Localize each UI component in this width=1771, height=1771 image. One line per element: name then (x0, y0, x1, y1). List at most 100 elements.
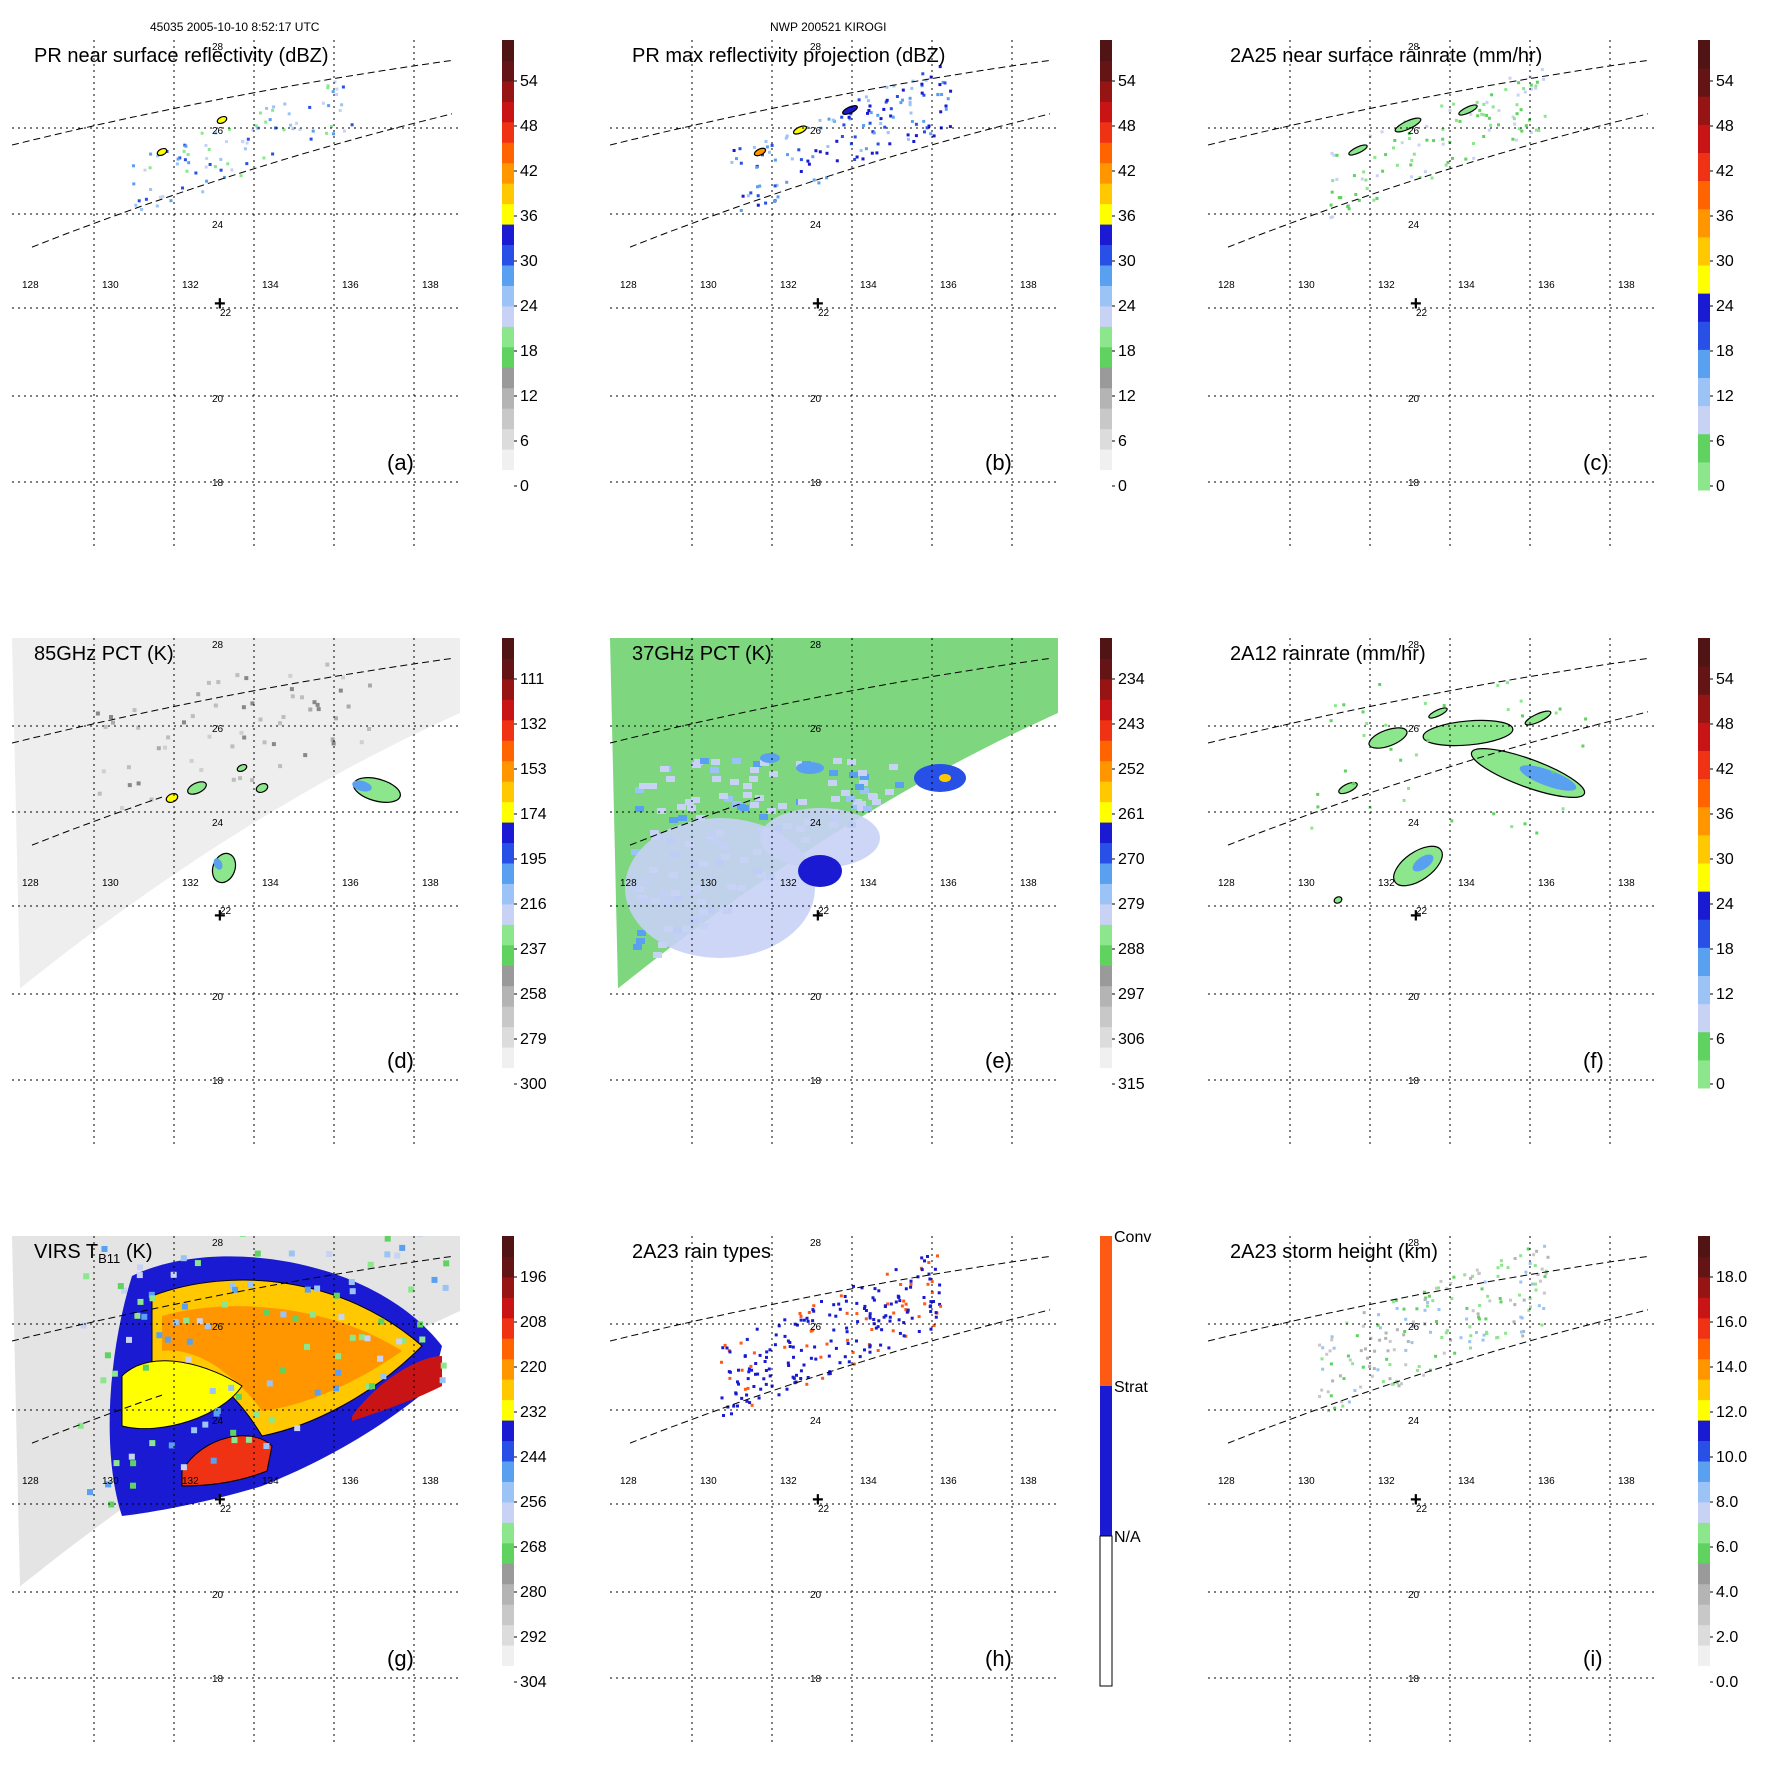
data-pixel (637, 930, 646, 936)
data-pixel (829, 1339, 833, 1343)
data-pixel (1465, 1306, 1469, 1310)
lon-tick-label: 128 (620, 280, 637, 291)
colorbar-segment (1698, 919, 1710, 948)
data-pixel (755, 795, 764, 801)
data-pixel (920, 1256, 924, 1260)
data-pixel (908, 100, 912, 104)
data-pixel (853, 135, 857, 139)
colorbar-segment (1100, 1386, 1112, 1536)
data-pixel (743, 792, 752, 798)
data-pixel (806, 1319, 810, 1323)
colorbar-label: 6 (1716, 1031, 1725, 1048)
data-pixel (828, 1313, 832, 1317)
colorbar-segment (502, 1399, 514, 1421)
data-pixel (190, 714, 195, 719)
colorbar-segment (1100, 367, 1112, 389)
data-pixel (1441, 127, 1445, 131)
colorbar-label: 243 (1118, 716, 1145, 733)
colorbar-segment (1698, 208, 1710, 238)
data-pixel (799, 1318, 803, 1322)
data-pixel (799, 1348, 803, 1352)
data-pixel (1475, 1331, 1478, 1334)
colorbar-segment (1100, 244, 1112, 266)
data-pixel (840, 135, 844, 138)
colorbar-segment (502, 1338, 514, 1360)
data-pixel (1339, 196, 1343, 200)
panel-f: 128 130 132 134 136 138 28 26 24 22 20 18 +2A12 rain… (1208, 638, 1734, 1148)
data-pixel (818, 118, 822, 122)
plot-area (610, 638, 1058, 1148)
swath-edge-lower (629, 1309, 1051, 1444)
data-pixel (331, 741, 336, 746)
colorbar-segment (1698, 1297, 1710, 1319)
lat-tick-label: 26 (212, 724, 224, 735)
lon-tick-label: 130 (700, 280, 717, 291)
colorbar-label: 30 (1716, 851, 1734, 868)
data-pixel (207, 734, 212, 739)
colorbar-segment (502, 658, 514, 680)
data-pixel (897, 1295, 901, 1299)
data-pixel (802, 1318, 806, 1322)
data-pixel (1521, 1334, 1525, 1338)
data-pixel (1361, 710, 1365, 714)
data-pixel (1480, 1287, 1484, 1291)
data-pixel (1361, 1324, 1365, 1328)
data-blob (753, 147, 767, 157)
panel-title: 2A25 near surface rainrate (mm/hr) (1230, 45, 1542, 67)
plot-area (12, 1236, 460, 1746)
data-pixel (1510, 825, 1514, 829)
colorbar-segment (502, 1440, 514, 1462)
data-pixel (720, 1360, 723, 1364)
data-pixel (282, 128, 286, 132)
colorbar: 54 48 42 36 30 24 18 12 6 0 (1100, 40, 1136, 495)
data-pixel (245, 141, 249, 145)
colorbar-segment (502, 1047, 514, 1069)
data-pixel (696, 815, 705, 821)
colorbar-label: 280 (520, 1584, 547, 1601)
data-pixel (1330, 151, 1334, 155)
data-pixel (756, 1372, 760, 1376)
plot-area (1208, 1236, 1656, 1746)
lon-tick-label: 134 (262, 1476, 279, 1487)
colorbar-segment (1100, 1006, 1112, 1028)
colorbar-segment (1100, 346, 1112, 368)
data-pixel (140, 208, 144, 211)
data-pixel (930, 1280, 934, 1284)
data-pixel (849, 772, 858, 778)
data-pixel (760, 760, 769, 766)
data-pixel (849, 112, 853, 116)
data-pixel (859, 780, 868, 786)
data-pixel (898, 1299, 902, 1303)
data-pixel (333, 716, 338, 721)
data-pixel (845, 1326, 849, 1330)
data-pixel (864, 147, 868, 151)
data-pixel (829, 770, 838, 776)
data-pixel (189, 758, 194, 763)
colorbar-segment (1698, 1522, 1710, 1544)
colorbar-label: 0.0 (1716, 1674, 1738, 1691)
data-pixel (1395, 163, 1399, 167)
data-pixel (768, 1348, 772, 1352)
data-pixel (723, 1343, 727, 1347)
data-pixel (795, 1323, 799, 1327)
colorbar-segment (1100, 822, 1112, 844)
data-blob (1428, 707, 1448, 719)
data-pixel (191, 1427, 198, 1434)
data-pixel (838, 1307, 842, 1311)
data-pixel (934, 1315, 938, 1319)
data-pixel (1554, 711, 1558, 715)
data-pixel (1357, 198, 1361, 202)
data-pixel (219, 168, 223, 172)
data-pixel (710, 767, 719, 773)
data-pixel (1517, 127, 1521, 131)
lat-tick-label: 24 (212, 220, 224, 231)
data-pixel (378, 1318, 385, 1325)
data-pixel (798, 1312, 802, 1315)
data-pixel (763, 1360, 767, 1363)
data-pixel (1316, 805, 1320, 809)
data-pixel (247, 1281, 254, 1288)
colorbar-segment (502, 80, 514, 102)
colorbar-label: 111 (520, 671, 544, 688)
data-pixel (1415, 1307, 1419, 1311)
data-pixel (1362, 170, 1366, 174)
